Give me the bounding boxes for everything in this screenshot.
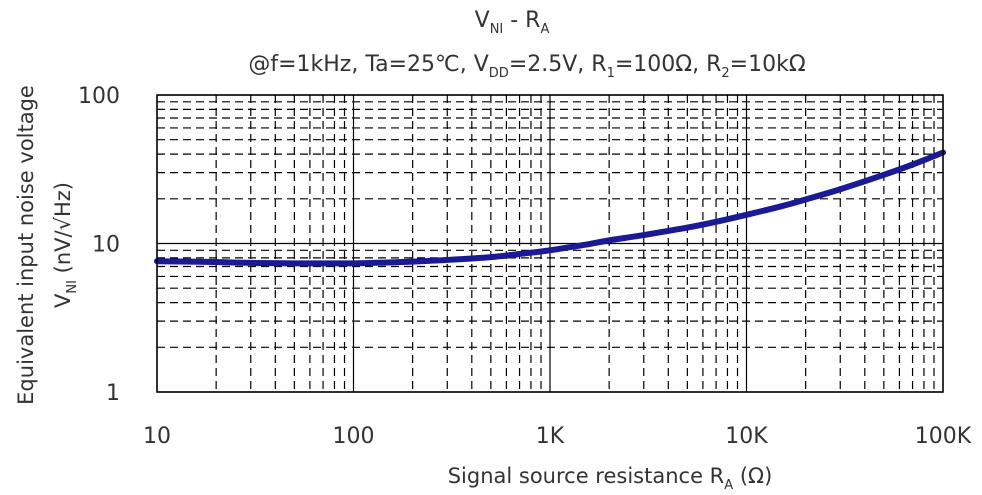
series-line (154, 149, 946, 267)
chart-subtitle: @f=1kHz, Ta=25℃, VDD=2.5V, R1=100Ω, R2=1… (248, 52, 805, 81)
plot-frame (156, 94, 944, 393)
x-tick-label: 10K (725, 424, 768, 449)
x-tick-label: 1K (536, 424, 565, 449)
series-layer (154, 149, 946, 267)
y-axis-label-line1: Equivalent input noise voltage (14, 85, 38, 405)
chart-title: VNI - RA (475, 8, 550, 37)
x-tick-labels: 10 100 1K 10K 100K (143, 424, 972, 449)
y-tick-labels: 1 10 100 (78, 84, 120, 406)
y-tick-label: 1 (106, 381, 120, 406)
y-tick-label: 10 (92, 233, 120, 258)
x-tick-label: 100K (915, 424, 972, 449)
y-tick-label: 100 (78, 84, 120, 109)
x-tick-label: 100 (333, 424, 375, 449)
x-tick-label: 10 (143, 424, 171, 449)
x-axis-label: Signal source resistance RA (Ω) (448, 464, 773, 493)
y-axis-label-line2: VNI (nV/√Hz) (51, 182, 80, 308)
